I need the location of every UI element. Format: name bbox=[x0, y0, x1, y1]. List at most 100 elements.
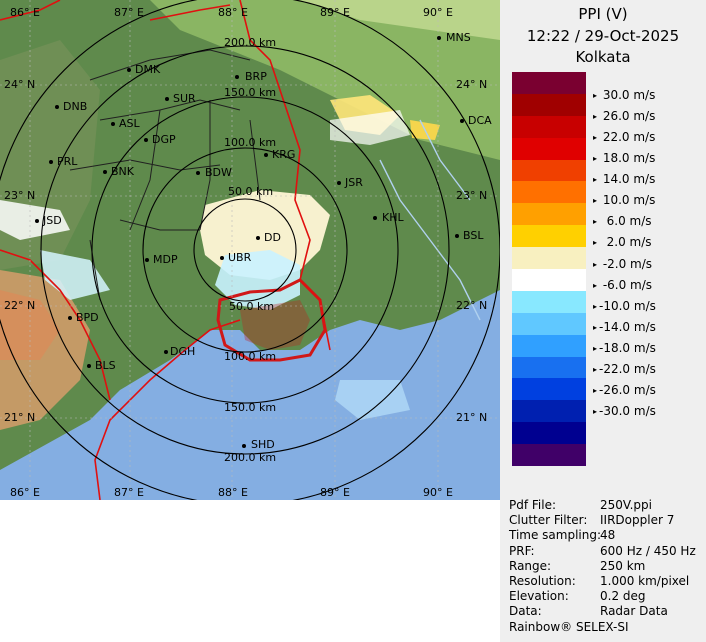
metadata-key: Clutter Filter: bbox=[509, 513, 588, 528]
station-label: JSD bbox=[43, 214, 62, 227]
scale-label: -18.0 m/s bbox=[593, 341, 656, 356]
scale-label: 30.0 m/s bbox=[593, 88, 656, 103]
lon-label-top: 87° E bbox=[114, 6, 144, 19]
scale-label: -26.0 m/s bbox=[593, 383, 656, 398]
scale-swatch bbox=[512, 225, 586, 248]
lon-label-top: 90° E bbox=[423, 6, 453, 19]
scale-label: 2.0 m/s bbox=[593, 235, 652, 250]
scale-swatch bbox=[512, 269, 586, 292]
coastline bbox=[94, 319, 241, 500]
product-title: PPI (V) bbox=[578, 5, 628, 23]
echo-south-cyan bbox=[335, 380, 410, 420]
metadata-key: Time sampling: bbox=[509, 528, 602, 543]
station-label: BRP bbox=[245, 70, 267, 83]
scale-swatch bbox=[512, 422, 586, 445]
echo-west-white bbox=[0, 200, 70, 240]
station-label: DGH bbox=[170, 345, 196, 358]
station-label: UBR bbox=[228, 251, 252, 264]
station-label: PRL bbox=[57, 155, 78, 168]
scale-label: -30.0 m/s bbox=[593, 404, 656, 419]
station-label: BPD bbox=[76, 311, 99, 324]
station-dots bbox=[35, 36, 464, 448]
scale-label: 22.0 m/s bbox=[593, 130, 656, 145]
station-label: SHD bbox=[251, 438, 275, 451]
range-label-south: 100.0 km bbox=[224, 350, 277, 363]
lat-label-left: 24° N bbox=[4, 78, 36, 91]
range-label-south: 50.0 km bbox=[229, 300, 275, 313]
station-label: DGP bbox=[152, 133, 176, 146]
station-label: DMK bbox=[135, 63, 161, 76]
range-label-north: 50.0 km bbox=[228, 185, 274, 198]
range-ring-100 bbox=[142, 147, 348, 353]
scale-swatch bbox=[512, 72, 586, 95]
scale-swatch bbox=[512, 312, 586, 336]
station-label: BSL bbox=[463, 229, 484, 242]
metadata-table: Pdf File: 250V.ppi Clutter Filter: IIRDoppl… bbox=[509, 498, 705, 635]
metadata-key: Range: bbox=[509, 558, 552, 573]
scale-label: 10.0 m/s bbox=[593, 193, 656, 208]
graticule bbox=[0, 0, 500, 500]
station-label: ASL bbox=[119, 117, 140, 130]
scale-swatch bbox=[512, 247, 586, 270]
metadata-row: Range: 250 km bbox=[509, 559, 705, 574]
range-label-south: 200.0 km bbox=[224, 451, 277, 464]
metadata-key: PRF: bbox=[509, 543, 535, 558]
scale-swatch bbox=[512, 137, 586, 161]
lat-label-left: 21° N bbox=[4, 411, 36, 424]
scale-label: -14.0 m/s bbox=[593, 320, 656, 335]
radar-map-svg bbox=[0, 0, 500, 500]
range-label-north: 200.0 km bbox=[224, 36, 277, 49]
blank-area bbox=[0, 500, 500, 642]
lat-label-left: 22° N bbox=[4, 299, 36, 312]
echo-north-white bbox=[330, 110, 410, 145]
scale-swatch bbox=[512, 378, 586, 401]
station-label: MNS bbox=[446, 31, 471, 44]
scale-swatch bbox=[512, 93, 586, 117]
station-label: BNK bbox=[111, 165, 134, 178]
station-label: KRG bbox=[272, 148, 296, 161]
lon-label-bottom: 90° E bbox=[423, 486, 453, 499]
range-label-north: 150.0 km bbox=[224, 86, 277, 99]
metadata-row: Elevation: 0.2 deg bbox=[509, 589, 705, 604]
lon-label-bottom: 88° E bbox=[218, 486, 248, 499]
scale-label: 18.0 m/s bbox=[593, 151, 656, 166]
metadata-key: Pdf File: bbox=[509, 498, 557, 512]
lat-label-right: 24° N bbox=[456, 78, 488, 91]
district-lines bbox=[69, 49, 261, 301]
range-ring-150 bbox=[91, 96, 399, 404]
scale-label: -2.0 m/s bbox=[593, 257, 652, 272]
scale-swatch bbox=[512, 356, 586, 379]
station-label: BDW bbox=[205, 166, 232, 179]
range-ring-200 bbox=[40, 45, 450, 455]
border-north bbox=[0, 0, 231, 21]
scale-label: -6.0 m/s bbox=[593, 278, 652, 293]
echo-sundarbans-red-inner bbox=[240, 300, 310, 350]
terrain-far-north bbox=[300, 0, 500, 40]
metadata-value: IIRDoppler 7 bbox=[600, 513, 675, 528]
metadata-key: Resolution: bbox=[509, 574, 576, 589]
lat-label-right: 21° N bbox=[456, 411, 488, 424]
lon-label-bottom: 89° E bbox=[320, 486, 350, 499]
velocity-color-scale bbox=[512, 72, 586, 467]
lon-label-top: 86° E bbox=[10, 6, 40, 19]
footer-brand: Rainbow® SELEX-SI bbox=[509, 619, 629, 634]
lon-label-top: 88° E bbox=[218, 6, 248, 19]
scale-swatch bbox=[512, 115, 586, 139]
terrain-north-plain bbox=[150, 0, 500, 160]
lon-label-bottom: 87° E bbox=[114, 486, 144, 499]
metadata-value: 600 Hz / 450 Hz bbox=[600, 543, 696, 558]
metadata-value: 250V.ppi bbox=[600, 498, 652, 512]
border-west bbox=[0, 249, 111, 401]
range-rings bbox=[0, 0, 500, 500]
metadata-key: Elevation: bbox=[509, 589, 569, 604]
lon-label-bottom: 86° E bbox=[10, 486, 40, 499]
station-label: BLS bbox=[95, 359, 116, 372]
station-label: JSR bbox=[345, 176, 363, 189]
lat-label-left: 23° N bbox=[4, 189, 36, 202]
station-title: Kolkata bbox=[575, 48, 631, 66]
bangladesh-rivers bbox=[379, 119, 481, 321]
scale-label: 6.0 m/s bbox=[593, 214, 652, 229]
metadata-value: 0.2 deg bbox=[600, 589, 646, 604]
metadata-row: PRF: 600 Hz / 450 Hz bbox=[509, 544, 705, 559]
station-label: KHL bbox=[382, 211, 404, 224]
